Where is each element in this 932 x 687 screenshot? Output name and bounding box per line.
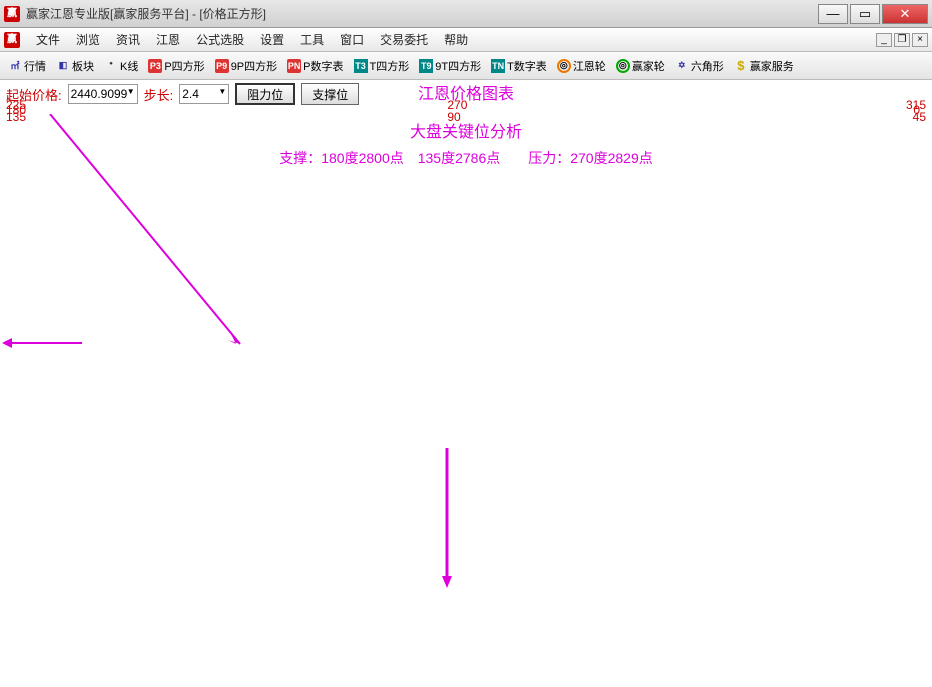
app-icon: 赢	[4, 6, 20, 22]
行情-icon: ㎡	[8, 59, 22, 73]
tool-行情[interactable]: ㎡行情	[4, 56, 50, 76]
mdi-close-button[interactable]: ×	[912, 33, 928, 47]
toolbar: ㎡行情◧板块ᕀK线P3P四方形P99P四方形PNP数字表T3T四方形T99T四方…	[0, 52, 932, 80]
K线-icon: ᕀ	[104, 59, 118, 73]
menu-窗口[interactable]: 窗口	[332, 29, 372, 50]
tool-赢家服务[interactable]: $赢家服务	[730, 56, 798, 76]
menu-工具[interactable]: 工具	[292, 29, 332, 50]
T四方形-icon: T3	[354, 59, 368, 73]
maximize-button[interactable]: ▭	[850, 4, 880, 24]
tool-9P四方形[interactable]: P99P四方形	[211, 56, 281, 76]
axis-label-270: 270	[447, 98, 467, 112]
menubar-icon: 赢	[4, 32, 20, 48]
titlebar: 赢 赢家江恩专业版[赢家服务平台] - [价格正方形] — ▭ ✕	[0, 0, 932, 28]
赢家服务-icon: $	[734, 59, 748, 73]
9T四方形-icon: T9	[419, 59, 433, 73]
menubar: 赢 文件浏览资讯江恩公式选股设置工具窗口交易委托帮助 _ ❐ ×	[0, 28, 932, 52]
axis-label-225: 225	[6, 98, 26, 112]
step-label: 步长:	[144, 85, 174, 104]
江恩轮-icon: ◎	[557, 59, 571, 73]
analysis-title: 大盘关键位分析	[0, 112, 932, 148]
P四方形-icon: P3	[148, 59, 162, 73]
tool-六角形[interactable]: ✡六角形	[671, 56, 728, 76]
T数字表-icon: TN	[491, 59, 505, 73]
menu-公式选股[interactable]: 公式选股	[188, 29, 252, 50]
tool-板块[interactable]: ◧板块	[52, 56, 98, 76]
resistance-button[interactable]: 阻力位	[235, 83, 295, 105]
tool-P四方形[interactable]: P3P四方形	[144, 56, 208, 76]
tool-T四方形[interactable]: T3T四方形	[350, 56, 414, 76]
menu-文件[interactable]: 文件	[28, 29, 68, 50]
menu-设置[interactable]: 设置	[252, 29, 292, 50]
start-price-input[interactable]	[68, 84, 138, 104]
price-grid-wrap: 135 45 90 180 0 225 270 315	[0, 108, 932, 112]
P数字表-icon: PN	[287, 59, 301, 73]
六角形-icon: ✡	[675, 59, 689, 73]
板块-icon: ◧	[56, 59, 70, 73]
minimize-button[interactable]: —	[818, 4, 848, 24]
赢家轮-icon: ◎	[616, 59, 630, 73]
close-button[interactable]: ✕	[882, 4, 928, 24]
tool-K线[interactable]: ᕀK线	[100, 56, 142, 76]
mdi-restore-button[interactable]: ❐	[894, 33, 910, 47]
tool-T数字表[interactable]: TNT数字表	[487, 56, 551, 76]
analysis-line: 支撑：180度2800点 135度2786点 压力：270度2829点	[0, 148, 932, 168]
axis-label-90: 90	[447, 110, 460, 124]
mdi-minimize-button[interactable]: _	[876, 33, 892, 47]
tool-江恩轮[interactable]: ◎江恩轮	[553, 56, 610, 76]
menu-浏览[interactable]: 浏览	[68, 29, 108, 50]
tool-P数字表[interactable]: PNP数字表	[283, 56, 347, 76]
menu-交易委托[interactable]: 交易委托	[372, 29, 436, 50]
9P四方形-icon: P9	[215, 59, 229, 73]
arrow-overlay-2	[2, 336, 82, 350]
menu-帮助[interactable]: 帮助	[436, 29, 476, 50]
window-title: 赢家江恩专业版[赢家服务平台] - [价格正方形]	[26, 5, 816, 22]
step-input[interactable]	[179, 84, 229, 104]
menu-资讯[interactable]: 资讯	[108, 29, 148, 50]
tool-赢家轮[interactable]: ◎赢家轮	[612, 56, 669, 76]
arrow-overlay-3	[440, 448, 454, 588]
tool-9T四方形[interactable]: T99T四方形	[415, 56, 485, 76]
menu-江恩[interactable]: 江恩	[148, 29, 188, 50]
axis-label-315: 315	[906, 98, 926, 112]
support-button[interactable]: 支撑位	[301, 83, 359, 105]
